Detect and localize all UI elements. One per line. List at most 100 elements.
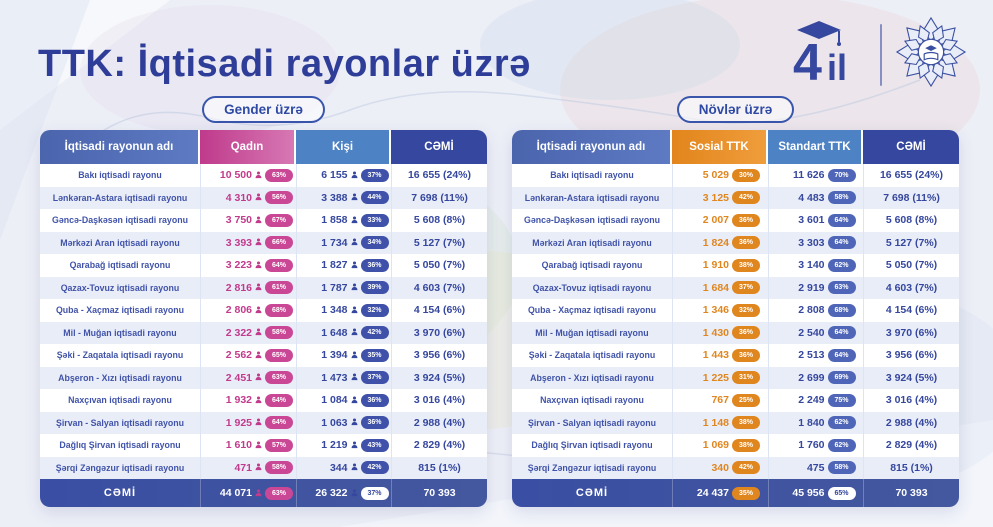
percent-badge: 69%: [827, 371, 856, 385]
table-row: Mərkəzi Aran iqtisadi rayonu 3 393 66% 1 73…: [40, 231, 487, 254]
value-cell-a: 3 393 66%: [200, 231, 296, 254]
table-row: Şirvan - Salyan iqtisadi rayonu 1 148 38% 1…: [512, 411, 959, 434]
table-row: Gəncə-Daşkəsən iqtisadi rayonu 2 007 36% 3 …: [512, 209, 959, 232]
value-cell-a: 1 346 32%: [672, 299, 768, 322]
table-row: Bakı iqtisadi rayonu 5 029 30% 11 626 70% 16 …: [512, 164, 959, 187]
value-cell-b: 2 249 75%: [768, 389, 863, 412]
value-cell-a: 340 42%: [672, 456, 768, 479]
person-icon: [255, 193, 262, 202]
percent-badge: 64%: [265, 258, 293, 272]
value-cell-b: 1 840 62%: [768, 411, 863, 434]
row-total: 3 956 (6%): [863, 344, 959, 367]
row-total: 2 988 (4%): [863, 411, 959, 434]
table-row: Qazax-Tovuz iqtisadi rayonu 1 684 37% 2 919…: [512, 276, 959, 299]
rosette-emblem-icon: [895, 16, 967, 93]
percent-badge: 44%: [360, 191, 389, 205]
value-cell-b: 3 140 62%: [768, 254, 863, 277]
gender-filter-badge[interactable]: Gender üzrə: [202, 96, 325, 123]
percent-badge: 64%: [827, 236, 856, 250]
value-number: 1 443: [702, 349, 729, 362]
value-number: 44 071: [219, 487, 252, 499]
percent-badge: 68%: [827, 303, 856, 317]
person-icon: [351, 328, 358, 337]
value-cell-a: 10 500 63%: [200, 164, 296, 187]
row-total: 3 924 (5%): [863, 366, 959, 389]
table-row: Bakı iqtisadi rayonu 10 500 63% 6 155 37% 16 …: [40, 164, 487, 187]
table-row: Lənkəran-Astara iqtisadi rayonu 3 125 42% 4…: [512, 186, 959, 209]
percent-badge: 37%: [360, 371, 389, 385]
region-name: Şirvan - Salyan iqtisadi rayonu: [55, 417, 185, 428]
value-cell-a: 1 148 38%: [672, 411, 768, 434]
value-cell-b: 1 648 42%: [296, 321, 391, 344]
percent-badge: 32%: [732, 303, 760, 317]
table-row: Şəki - Zaqatala iqtisadi rayonu 2 562 65% 1…: [40, 344, 487, 367]
region-name: Naxçıvan iqtisadi rayonu: [68, 395, 172, 406]
region-name: Qazax-Tovuz iqtisadi rayonu: [60, 282, 180, 293]
types-table-header: İqtisadi rayonun adı Sosial TTK Standart…: [512, 130, 959, 164]
row-total: 4 154 (6%): [391, 299, 487, 322]
person-icon: [351, 396, 358, 405]
value-number: 3 601: [798, 214, 825, 227]
table-row: Gəncə-Daşkəsən iqtisadi rayonu 3 750 67% 1 …: [40, 209, 487, 232]
value-cell-b: 1 219 43%: [296, 434, 391, 457]
person-icon: [351, 216, 358, 225]
gender-table-body: Bakı iqtisadi rayonu 10 500 63% 6 155 37% 16 …: [40, 164, 487, 479]
value-cell-a: 44 071 63%: [200, 479, 296, 507]
value-number: 1 684: [702, 281, 729, 294]
value-cell-a: 1 684 37%: [672, 276, 768, 299]
svg-text:il: il: [827, 47, 847, 88]
types-filter-badge[interactable]: Növlər üzrə: [676, 96, 795, 123]
table-row: Mərkəzi Aran iqtisadi rayonu 1 824 36% 3 30…: [512, 231, 959, 254]
column-header-standard-ttk: Standart TTK: [768, 130, 863, 164]
value-cell-b: 1 734 34%: [296, 231, 391, 254]
value-number: 2 562: [225, 349, 252, 362]
person-icon: [351, 193, 358, 202]
value-cell-a: 3 125 42%: [672, 186, 768, 209]
value-cell-a: 767 25%: [672, 389, 768, 412]
person-icon: [255, 373, 262, 382]
table-row: Abşeron - Xızı iqtisadi rayonu 1 225 31% 2 …: [512, 366, 959, 389]
region-name: Quba - Xaçmaz iqtisadi rayonu: [527, 305, 657, 316]
percent-badge: 58%: [265, 461, 293, 475]
table-row: Abşeron - Xızı iqtisadi rayonu 2 451 63% 1 …: [40, 366, 487, 389]
grand-total: 70 393: [391, 479, 487, 507]
region-name: Şərqi Zəngəzur iqtisadi rayonu: [55, 462, 185, 473]
value-number: 3 303: [798, 236, 825, 249]
value-cell-a: 1 069 38%: [672, 434, 768, 457]
value-number: 3 223: [225, 259, 252, 272]
person-icon: [351, 441, 358, 450]
percent-badge: 38%: [732, 416, 760, 430]
table-row: Qarabağ iqtisadi rayonu 1 910 38% 3 140 62% 5…: [512, 254, 959, 277]
value-number: 6 155: [321, 169, 348, 182]
value-number: 2 249: [798, 394, 825, 407]
value-cell-b: 2 919 63%: [768, 276, 863, 299]
value-number: 1 148: [702, 416, 729, 429]
percent-badge: 65%: [265, 348, 293, 362]
region-name: Dağlıq Şirvan iqtisadi rayonu: [531, 440, 653, 451]
value-cell-b: 3 303 64%: [768, 231, 863, 254]
percent-badge: 64%: [265, 416, 293, 430]
region-name: Qazax-Tovuz iqtisadi rayonu: [532, 282, 652, 293]
value-number: 5 029: [702, 169, 729, 182]
row-total: 815 (1%): [391, 456, 487, 479]
value-cell-b: 344 42%: [296, 456, 391, 479]
value-number: 2 808: [798, 304, 825, 317]
value-cell-a: 2 007 36%: [672, 209, 768, 232]
table-row: Naxçıvan iqtisadi rayonu 767 25% 2 249 75% 3 …: [512, 389, 959, 412]
row-total: 3 956 (6%): [391, 344, 487, 367]
svg-text:4: 4: [793, 34, 822, 88]
table-row: Şərqi Zəngəzur iqtisadi rayonu 340 42% 475 5…: [512, 456, 959, 479]
total-row-label: CƏMİ: [103, 487, 137, 499]
value-cell-a: 1 925 64%: [200, 411, 296, 434]
region-name: Şərqi Zəngəzur iqtisadi rayonu: [527, 462, 657, 473]
region-name: Quba - Xaçmaz iqtisadi rayonu: [55, 305, 185, 316]
region-name: Mərkəzi Aran iqtisadi rayonu: [60, 237, 180, 248]
table-row: Şərqi Zəngəzur iqtisadi rayonu 471 58% 344 4…: [40, 456, 487, 479]
percent-badge: 58%: [827, 461, 856, 475]
row-total: 5 050 (7%): [863, 254, 959, 277]
row-total: 5 127 (7%): [391, 231, 487, 254]
value-cell-b: 1 858 33%: [296, 209, 391, 232]
value-cell-a: 1 610 57%: [200, 434, 296, 457]
value-number: 1 063: [321, 416, 348, 429]
row-total: 815 (1%): [863, 456, 959, 479]
